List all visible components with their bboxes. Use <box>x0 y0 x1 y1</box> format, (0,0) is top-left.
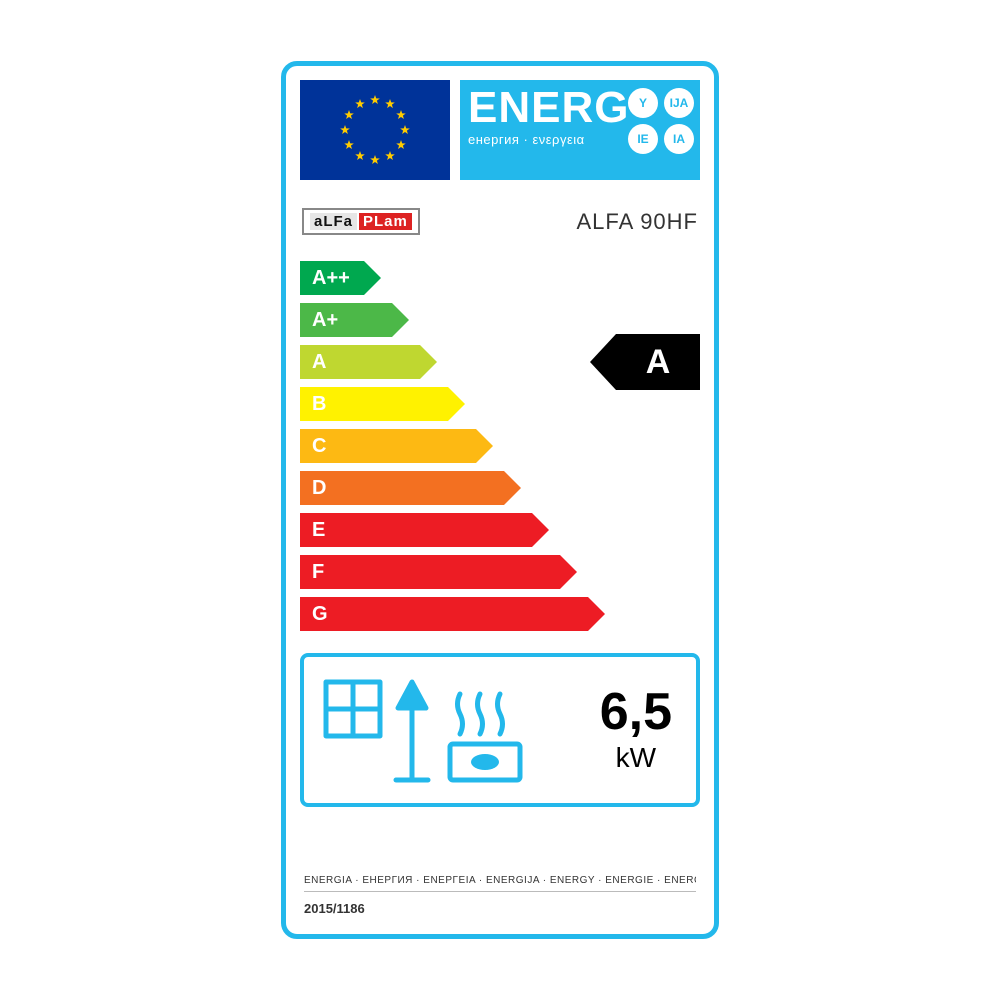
energ-badges: Y IJA IE IA <box>628 88 694 154</box>
regulation-number: 2015/1186 <box>304 901 365 916</box>
logo-part-plam: PLam <box>359 213 412 230</box>
badge-y: Y <box>628 88 658 118</box>
scale-bar-label: A++ <box>300 261 364 295</box>
scale-bar-label: A+ <box>300 303 392 337</box>
scale-bar-label: A <box>300 345 420 379</box>
space-heater-icon <box>320 670 530 790</box>
scale-bar-g: G <box>300 597 605 631</box>
scale-bar-tip <box>560 555 577 589</box>
scale-bar-b: B <box>300 387 465 421</box>
rating-class-label: A <box>616 334 700 390</box>
scale-bar-a: A <box>300 345 437 379</box>
footer-divider <box>304 891 696 892</box>
heating-pictograms <box>320 670 600 790</box>
badge-ija: IJA <box>664 88 694 118</box>
power-unit: kW <box>600 742 672 774</box>
scale-bar-label: F <box>300 555 560 589</box>
badge-ia: IA <box>664 124 694 154</box>
badge-ie: IE <box>628 124 658 154</box>
power-output-box: 6,5 kW <box>300 653 700 807</box>
power-value-block: 6,5 kW <box>600 686 680 774</box>
scale-bar-tip <box>588 597 605 631</box>
logo-part-alfa: aLFa <box>310 213 357 230</box>
energ-block: ENERG енергия · ενεργεια Y IJA IE IA <box>460 80 700 180</box>
efficiency-scale: A A++A+ABCDEFG <box>300 261 700 641</box>
scale-bar-tip <box>420 345 437 379</box>
scale-bar-label: G <box>300 597 588 631</box>
scale-bar-label: E <box>300 513 532 547</box>
scale-bar-tip <box>448 387 465 421</box>
footer-languages: ENERGIA · ЕНЕРГИЯ · ΕΝΕΡΓΕΙΑ · ENERGIJA … <box>304 875 696 886</box>
product-rating-arrow: A <box>590 334 700 390</box>
scale-bar-d: D <box>300 471 521 505</box>
scale-bar-label: B <box>300 387 448 421</box>
scale-bar-tip <box>504 471 521 505</box>
header-row: ENERG енергия · ενεργεια Y IJA IE IA <box>300 80 700 190</box>
scale-bar-f: F <box>300 555 577 589</box>
scale-bar-label: D <box>300 471 504 505</box>
energy-label-card: ENERG енергия · ενεργεια Y IJA IE IA aLF… <box>281 61 719 939</box>
scale-bar-c: C <box>300 429 493 463</box>
power-value: 6,5 <box>600 686 672 738</box>
eu-flag-icon <box>300 80 450 180</box>
manufacturer-logo: aLFaPLam <box>302 208 420 235</box>
scale-bar-aplusplus: A++ <box>300 261 381 295</box>
scale-bar-tip <box>364 261 381 295</box>
scale-bar-tip <box>392 303 409 337</box>
rating-arrow-tip <box>590 334 616 390</box>
model-name: ALFA 90HF <box>576 209 698 235</box>
scale-bar-tip <box>532 513 549 547</box>
scale-bar-tip <box>476 429 493 463</box>
scale-bar-label: C <box>300 429 476 463</box>
scale-bar-aplus: A+ <box>300 303 409 337</box>
scale-bar-e: E <box>300 513 549 547</box>
brand-row: aLFaPLam ALFA 90HF <box>300 208 700 235</box>
eu-stars-icon <box>300 80 450 180</box>
